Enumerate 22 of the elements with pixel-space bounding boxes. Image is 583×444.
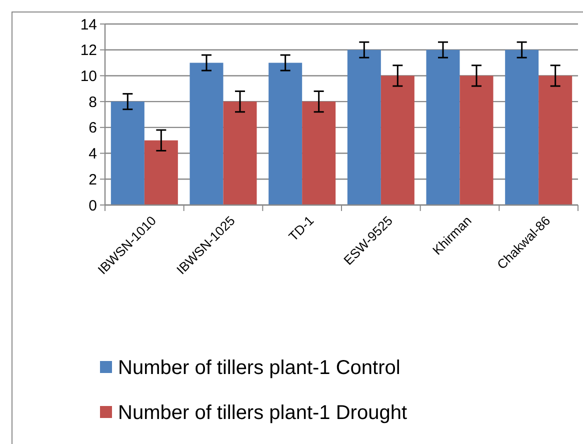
y-tick-label: 4 [88, 146, 97, 163]
bar [380, 76, 414, 205]
y-tick-label: 12 [80, 42, 97, 60]
bar [190, 62, 224, 205]
bar [302, 102, 336, 205]
bar [347, 50, 381, 205]
bar [538, 76, 572, 205]
bar [110, 102, 144, 205]
bar [460, 76, 494, 205]
y-tick-label: 2 [88, 171, 97, 188]
y-tick-label: 6 [88, 120, 97, 137]
bar [268, 62, 302, 205]
legend-label: Number of tillers plant-1 Control [118, 357, 400, 379]
y-tick-label: 10 [80, 68, 97, 85]
bar [505, 50, 539, 205]
bar [223, 102, 257, 205]
bar [426, 50, 460, 205]
legend-label: Number of tillers plant-1 Drought [118, 402, 408, 424]
y-tick-label: 14 [80, 16, 97, 34]
bar [144, 140, 178, 205]
y-tick-label: 0 [88, 197, 97, 214]
y-tick-label: 8 [88, 94, 97, 111]
